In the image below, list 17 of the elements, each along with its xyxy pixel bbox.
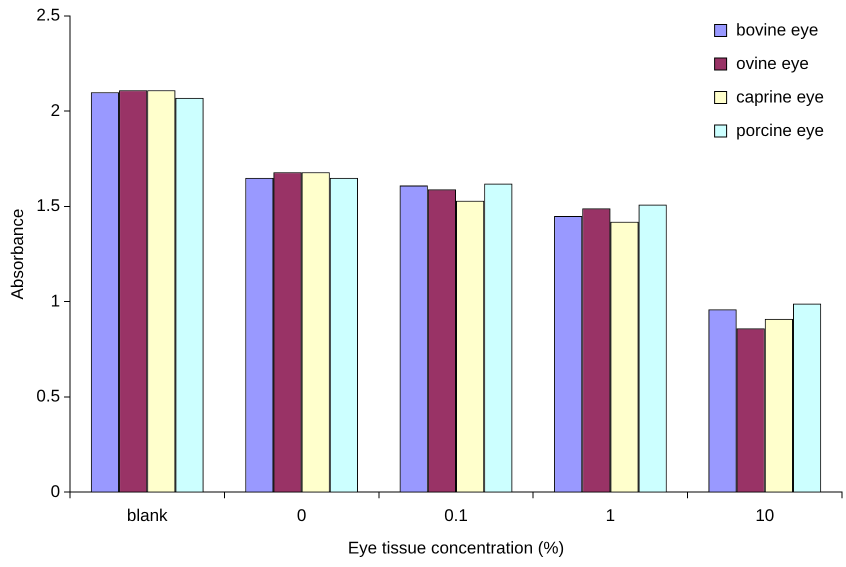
- legend-label: ovine eye: [736, 54, 809, 74]
- x-tick-label: blank: [126, 506, 168, 526]
- y-axis-title: Absorbance: [8, 208, 27, 300]
- legend-label: bovine eye: [736, 20, 818, 40]
- y-tick-label: 1.5: [36, 196, 60, 216]
- y-tick-label: 0: [50, 482, 60, 501]
- legend-label: caprine eye: [736, 88, 824, 107]
- y-tick-label: 1: [50, 291, 60, 310]
- y-tick-label: 2: [50, 100, 60, 120]
- x-tick-label: 0: [296, 506, 306, 526]
- y-tick-label: 2.5: [36, 6, 60, 25]
- x-tick-label: 10: [755, 506, 774, 526]
- legend-label: porcine eye: [736, 121, 824, 140]
- x-axis-title: Eye tissue concentration (%): [348, 538, 564, 558]
- x-tick-label: 0.1: [444, 506, 468, 526]
- x-tick-label: 1: [606, 506, 616, 526]
- y-tick-label: 0.5: [36, 386, 60, 406]
